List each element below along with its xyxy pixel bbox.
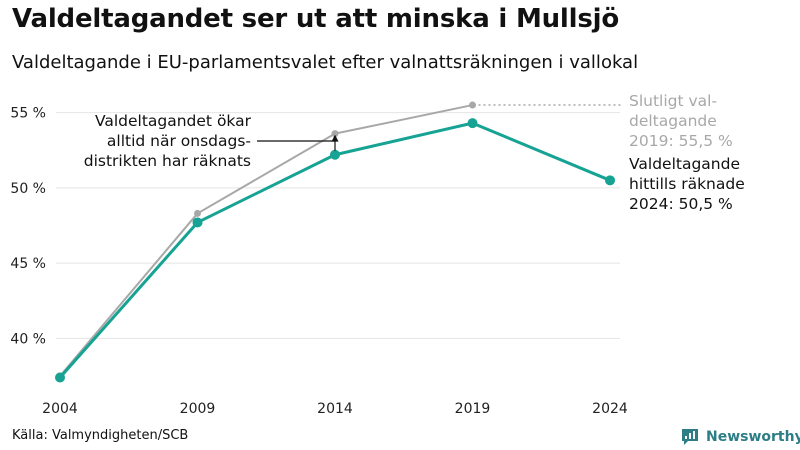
x-tick-label: 2009 [180, 401, 216, 417]
final-label-line: Slutligt val- [629, 92, 717, 110]
x-tick-label: 2019 [455, 401, 491, 417]
brand-logo: Newsworthy [680, 428, 800, 446]
annotations: Valdeltagandet ökar alltid när onsdags-di… [84, 92, 745, 213]
x-tick-label: 2014 [317, 401, 353, 417]
y-tick-label: 55 % [10, 106, 46, 122]
y-axis-ticks: 40 % 45 % 50 % 55 % [10, 106, 46, 348]
current-turnout-point [330, 149, 340, 160]
current-label-line: 2024: 50,5 % [629, 195, 733, 213]
x-tick-label: 2004 [42, 401, 78, 417]
final-turnout-point [194, 209, 201, 217]
final-turnout-point [469, 101, 476, 109]
current-turnout-point [467, 118, 478, 129]
increase-arrowhead [331, 134, 339, 142]
current-turnout-point [55, 372, 65, 383]
current-turnout-point [192, 217, 203, 228]
current-label-line: hittills räknade [629, 175, 745, 193]
x-tick-label: 2024 [592, 401, 628, 417]
x-axis-ticks: 2004 2009 2014 2019 2024 [42, 401, 628, 417]
y-tick-label: 40 % [10, 331, 46, 347]
current-label-line: Valdeltagande [629, 155, 740, 173]
brand-name: Newsworthy [706, 429, 800, 445]
increase-note-line: alltid när onsdags- [107, 132, 251, 150]
final-label-line: deltagande [629, 112, 717, 130]
source-note: Källa: Valmyndigheten/SCB [12, 428, 189, 443]
final-turnout-line [59, 104, 473, 377]
chart-subtitle: Valdeltagande i EU-parlamentsvalet efter… [12, 52, 639, 73]
final-turnout-point [331, 130, 339, 138]
final-label-line: 2019: 55,5 % [629, 132, 733, 150]
y-tick-label: 50 % [10, 181, 46, 197]
newsworthy-logo-icon [682, 429, 698, 445]
current-turnout-point [605, 175, 615, 186]
chart-title: Valdeltagandet ser ut att minska i Mulls… [12, 4, 620, 34]
y-tick-label: 45 % [10, 256, 46, 272]
series-lines [55, 101, 615, 383]
increase-note-line: distrikten har räknats [84, 152, 251, 170]
grid-lines [56, 112, 620, 339]
increase-note-line: Valdeltagandet ökar [95, 112, 252, 130]
